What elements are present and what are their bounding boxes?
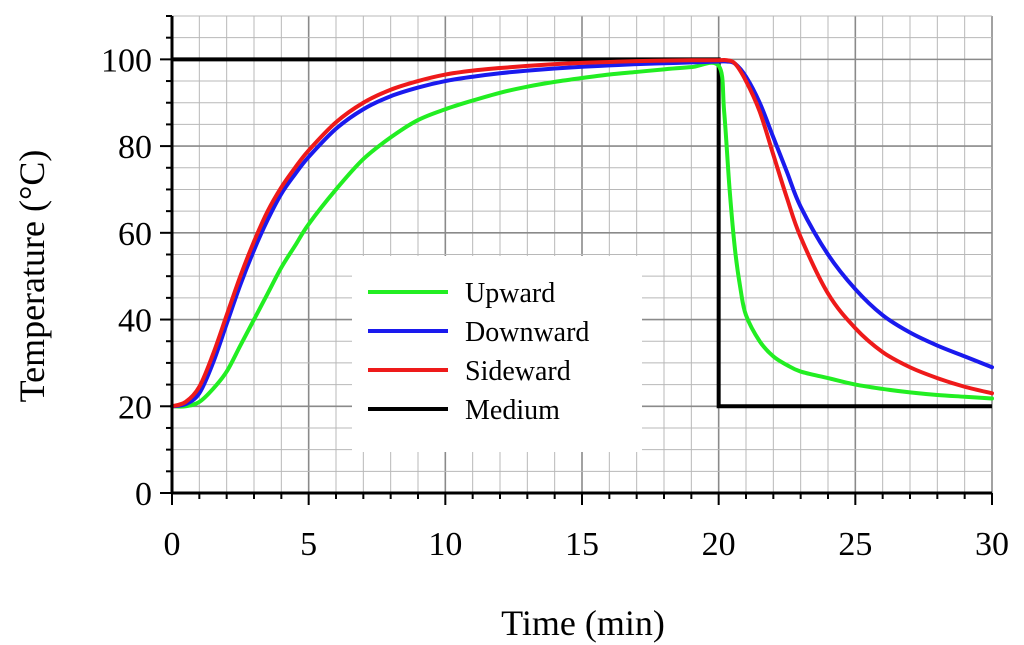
- x-tick-label: 20: [702, 526, 736, 563]
- x-axis-label: Time (min): [501, 603, 665, 643]
- x-tick-label: 15: [565, 526, 599, 563]
- legend-label-sideward: Sideward: [465, 356, 571, 387]
- x-tick-label: 0: [164, 526, 181, 563]
- y-tick-label: 0: [135, 476, 152, 513]
- x-tick-label: 25: [838, 526, 872, 563]
- y-tick-label: 40: [118, 303, 152, 340]
- legend-label-downward: Downward: [465, 317, 589, 348]
- series-lines: [170, 57, 994, 409]
- x-tick-label: 30: [975, 526, 1009, 563]
- tick-labels: 0 5 10 15 20 25 30 0 20 40 60 80 100: [101, 42, 1009, 563]
- y-axis-label: Temperature (°C): [12, 150, 52, 403]
- y-tick-label: 20: [118, 389, 152, 426]
- y-tick-label: 100: [101, 42, 152, 79]
- axes: [160, 15, 993, 505]
- legend-label-upward: Upward: [465, 278, 555, 309]
- series-line-downward: [170, 59, 994, 409]
- x-tick-label: 5: [300, 526, 317, 563]
- series-line-sideward: [170, 57, 994, 409]
- x-tick-label: 10: [428, 526, 462, 563]
- y-tick-label: 80: [118, 129, 152, 166]
- legend: Upward Downward Sideward Medium: [352, 256, 642, 452]
- y-tick-label: 60: [118, 216, 152, 253]
- series-line-upward: [170, 60, 994, 409]
- legend-label-medium: Medium: [465, 395, 560, 426]
- legend-box: [352, 256, 642, 452]
- series-line-medium: [172, 57, 992, 409]
